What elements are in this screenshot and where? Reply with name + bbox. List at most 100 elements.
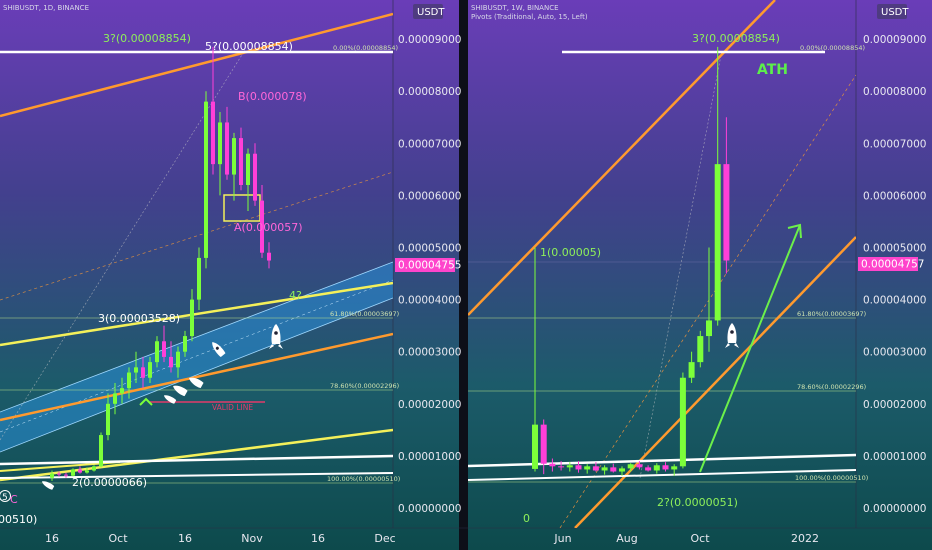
left-time-axis[interactable]: 16 Oct 16 Nov 16 Dec <box>45 532 396 545</box>
left-last-price: 0.00004755 <box>398 260 461 272</box>
candle-body <box>127 372 131 389</box>
candle-body <box>78 469 82 473</box>
candle-body <box>584 466 591 470</box>
left-candles <box>50 46 271 481</box>
candle-body <box>92 466 96 471</box>
candle-body <box>176 351 180 368</box>
right-time-axis[interactable]: Jun Aug Oct 2022 <box>553 532 819 545</box>
right-candles <box>532 46 730 476</box>
left-price-axis[interactable]: 0.00009000 0.00008000 0.00007000 0.00006000… <box>398 34 461 515</box>
fib-618-label: 61.80%(0.00003697) <box>797 310 866 318</box>
yellow-line-upper <box>0 281 393 347</box>
annotation-wave5-top: 5?(0.00008854) <box>205 40 293 53</box>
left-currency-label[interactable]: USDT <box>417 7 445 18</box>
channel-fill <box>0 262 393 452</box>
candle-body <box>64 474 68 476</box>
rocket-icon <box>212 342 226 358</box>
right-currency-label[interactable]: USDT <box>881 7 909 18</box>
candle-body <box>71 469 75 476</box>
price-tick-label: 0.00003000 <box>863 347 926 359</box>
candle-body <box>225 122 229 175</box>
candle-body <box>610 467 617 472</box>
candle-body <box>645 467 652 471</box>
white-support-upper <box>0 454 393 466</box>
rocket-icon <box>189 377 204 389</box>
rocket-icon <box>269 324 283 349</box>
candle-body <box>169 356 173 368</box>
candle-body <box>253 153 257 201</box>
candle-body <box>688 362 695 378</box>
candle-body <box>566 465 573 468</box>
fib-786-label: 78.60%(0.00002296) <box>330 382 399 390</box>
orange-line-top <box>0 12 393 118</box>
candle-body <box>183 336 187 352</box>
candle-body <box>549 463 556 467</box>
candle-body <box>155 341 159 363</box>
candle-body <box>558 466 565 468</box>
arrow-up-icon <box>139 397 153 406</box>
right-chart-header: SHIBUSDT, 1W, BINANCE <box>471 4 559 12</box>
right-price-axis[interactable]: 0.00009000 0.00008000 0.00007000 0.00006000… <box>863 34 926 515</box>
candle-body <box>197 257 201 300</box>
annotation-wave4: 4? <box>289 289 302 302</box>
annotation-wave3-top: 3?(0.00008854) <box>692 32 780 45</box>
channel-lower <box>0 297 393 453</box>
price-tick-label: 0.00006000 <box>398 190 461 202</box>
left-chart-plot[interactable] <box>0 12 393 490</box>
annotation-wave3: 3(0.00003528) <box>98 312 180 325</box>
right-last-price-badge <box>858 257 918 271</box>
wave5-circle <box>0 490 11 502</box>
annotation-wave2: 2(0.0000066) <box>72 476 147 489</box>
time-tick-label: Oct <box>108 532 128 545</box>
price-tick-label: 0.00005000 <box>398 243 461 255</box>
price-tick-label: 0.00002000 <box>398 399 461 411</box>
candle-body <box>141 367 145 378</box>
candle-body <box>99 435 103 467</box>
price-tick-label: 0.00002000 <box>863 399 926 411</box>
ath-label: ATH <box>757 62 788 78</box>
rocket-icon <box>173 385 188 397</box>
candle-body <box>575 465 582 470</box>
price-tick-label: 0.00009000 <box>863 34 926 46</box>
candle-body <box>679 377 686 467</box>
candle-body <box>601 467 608 471</box>
price-tick-label: 0.00005000 <box>863 243 926 255</box>
panel-divider[interactable] <box>459 0 468 550</box>
time-tick-label: Aug <box>616 532 637 545</box>
rocket-icon <box>163 395 177 404</box>
right-chart-plot[interactable] <box>468 0 856 528</box>
price-tick-label: 0.00001000 <box>398 451 461 463</box>
left-last-price-badge <box>395 258 455 272</box>
time-tick-label: Dec <box>374 532 395 545</box>
white-support-lower <box>468 469 856 481</box>
candle-body <box>267 252 271 261</box>
candle-body <box>134 367 138 373</box>
candle-body <box>239 138 243 185</box>
price-tick-label: 0.00000000 <box>863 503 926 515</box>
orange-line-lower <box>574 236 856 528</box>
right-currency-badge[interactable] <box>877 4 907 19</box>
dotted-line-2 <box>639 49 723 479</box>
price-tick-label: 0.00004000 <box>398 295 461 307</box>
candle-body <box>85 470 89 473</box>
left-currency-badge[interactable] <box>413 4 443 19</box>
candle-body <box>218 122 222 165</box>
fib-100-label: 100.00%(0.00000510) <box>327 475 400 483</box>
annotation-a: A(0.000057) <box>234 221 303 234</box>
candle-body <box>714 164 721 321</box>
left-chart-header: SHIBUSDT, 1D, BINANCE <box>3 4 89 12</box>
projection-arrow <box>699 224 801 473</box>
price-tick-label: 0.00009000 <box>398 34 461 46</box>
candle-body <box>532 424 538 469</box>
fib-786-label: 78.60%(0.00002296) <box>797 383 866 391</box>
candle-body <box>697 336 704 363</box>
annotation-wave3-top: 3?(0.00008854) <box>103 32 191 45</box>
candle-body <box>540 424 547 464</box>
right-last-price: 0.00004757 <box>861 259 924 271</box>
candle-body <box>106 403 110 436</box>
right-chart-subheader: Pivots (Traditional, Auto, 15, Left) <box>471 13 588 21</box>
yellow-line-lower <box>0 428 393 482</box>
time-tick-label: 16 <box>45 532 59 545</box>
